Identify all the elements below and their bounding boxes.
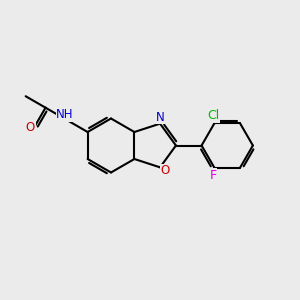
Text: O: O	[161, 164, 170, 177]
Text: Cl: Cl	[207, 109, 219, 122]
Text: NH: NH	[56, 108, 74, 121]
Text: F: F	[209, 169, 217, 182]
Text: N: N	[156, 111, 165, 124]
Text: O: O	[26, 121, 35, 134]
